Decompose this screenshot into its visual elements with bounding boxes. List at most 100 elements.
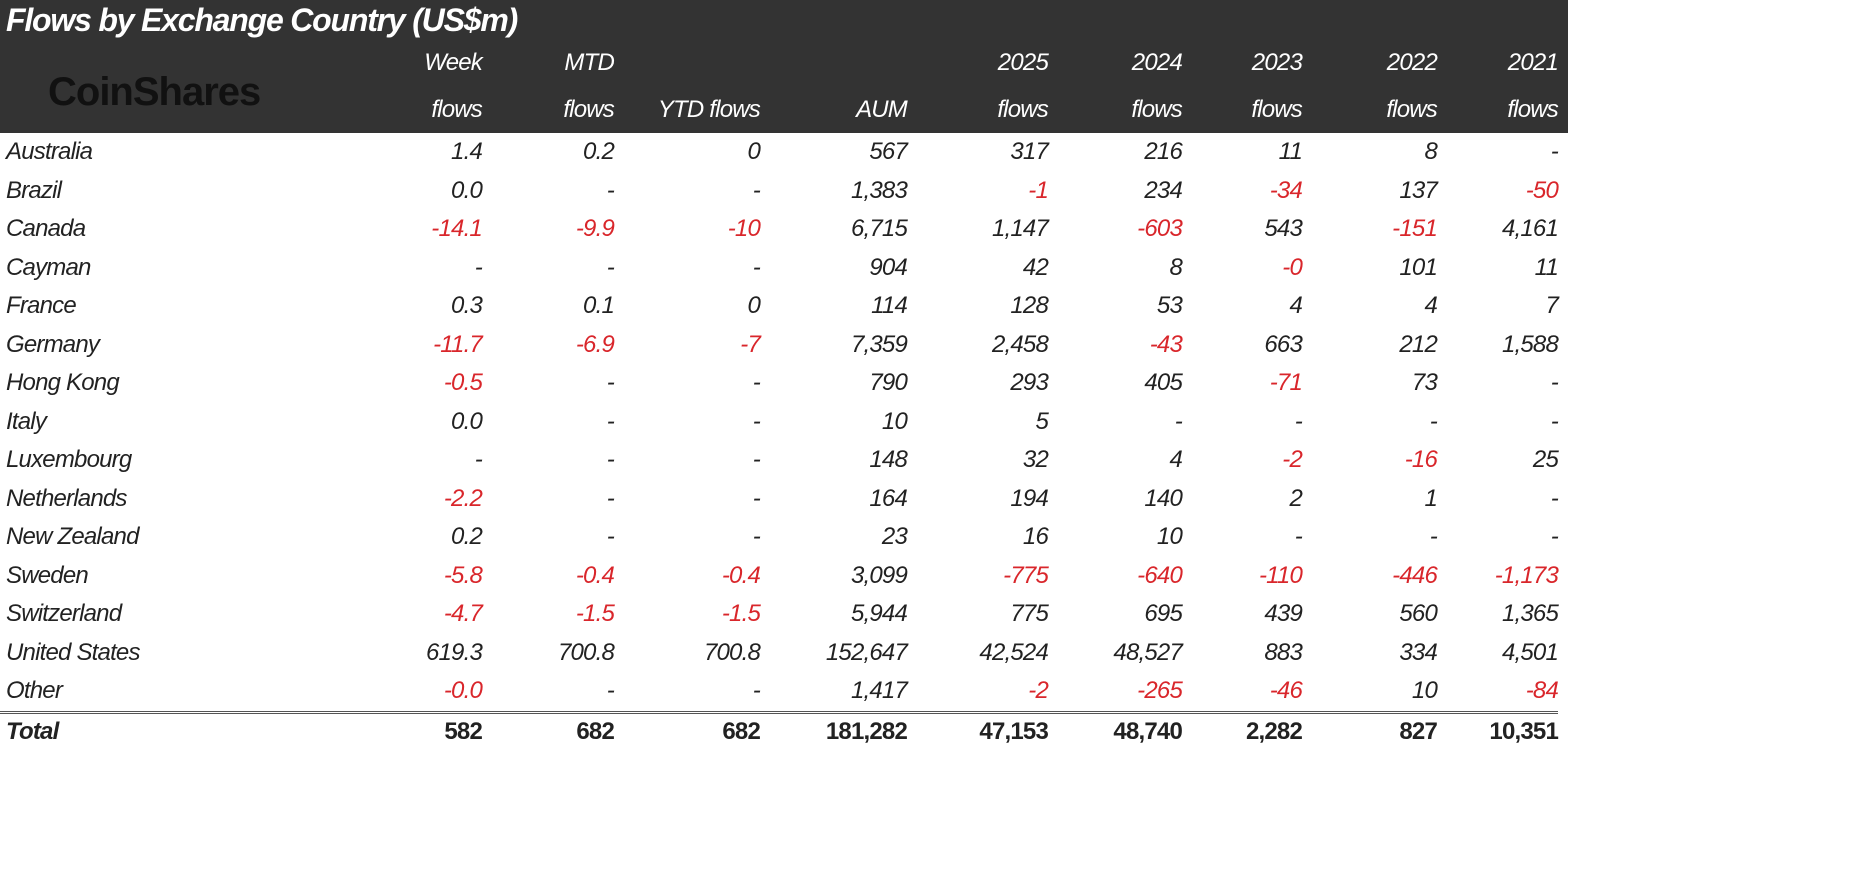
column-header-line2: flows (1507, 96, 1558, 123)
value-cell: 0.3 (451, 292, 483, 319)
value-cell: 6,715 (850, 215, 908, 242)
value-cell: 10,351 (1437, 710, 1559, 750)
value-cell: 216 (1144, 138, 1182, 165)
value-cell: - (1550, 484, 1559, 512)
column-header-line2: YTD flows (657, 96, 761, 123)
column-header-line1 (614, 40, 760, 86)
title-bar: Flows by Exchange Country (US$m) (0, 0, 1568, 40)
country-cell: Cayman (6, 253, 91, 281)
value-cell: -1 (1028, 176, 1049, 204)
value-cell: 234 (1144, 176, 1182, 204)
value-cell: -0.0 (443, 677, 483, 704)
value-cell: -4.7 (443, 600, 483, 627)
value-cell: 23 (881, 523, 908, 550)
value-cell: 560 (1399, 600, 1437, 627)
value-cell: 2,458 (991, 330, 1049, 358)
value-cell: - (752, 253, 761, 281)
table-row: Switzerland -4.7 -1.5 -1.5 5,944 775 695 439 560… (0, 595, 1559, 634)
value-cell: 73 (1411, 369, 1438, 396)
table-row: Cayman - - - 904 42 8 -0 101 11 (0, 249, 1559, 288)
value-cell: - (606, 446, 615, 473)
value-cell: -16 (1404, 446, 1438, 473)
column-header-line1: 2024 (1131, 49, 1183, 76)
country-cell: Canada (6, 215, 86, 242)
value-cell: 0 (747, 138, 760, 165)
value-cell: - (606, 369, 615, 396)
value-cell: 1,365 (1501, 600, 1559, 627)
table-body: Australia 1.4 0.2 0 567 317 216 11 8- Brazil 0.0- -… (0, 133, 1559, 750)
value-cell: 883 (1264, 638, 1302, 666)
header-band (0, 40, 1568, 133)
table-row: Sweden -5.8 -0.4 -0.4 3,099 -775 -640 -110 -446 -… (0, 557, 1559, 596)
value-cell: 128 (1010, 292, 1048, 319)
flows-table-figure: Flows by Exchange Country (US$m) CoinSha… (0, 0, 1568, 750)
value-cell: 164 (869, 484, 907, 512)
country-cell: Germany (6, 330, 100, 358)
column-header-line1: 2022 (1386, 49, 1438, 76)
value-cell: 1,417 (850, 677, 908, 704)
country-cell: Italy (6, 407, 47, 435)
value-cell: - (752, 484, 761, 512)
value-cell: - (752, 176, 761, 204)
value-cell: 4,501 (1501, 638, 1559, 666)
table-row: Luxembourg - - - 148 32 4 -2 -16 25 (0, 441, 1559, 480)
value-cell: 317 (1010, 138, 1048, 165)
value-cell: 47,153 (907, 710, 1049, 750)
value-cell: 2,282 (1182, 710, 1303, 750)
column-header-line1 (760, 40, 907, 86)
value-cell: -84 (1525, 677, 1559, 704)
value-cell: -11.7 (433, 330, 483, 358)
value-cell: 0.0 (451, 176, 483, 204)
value-cell: -50 (1525, 176, 1559, 204)
value-cell: - (1294, 407, 1303, 435)
value-cell: -151 (1392, 215, 1438, 242)
value-cell: 543 (1264, 215, 1302, 242)
coinshares-logo: CoinShares (48, 70, 261, 114)
column-header-line2 (0, 86, 400, 133)
value-cell: 0.0 (451, 407, 483, 435)
column-header-line2: flows (997, 96, 1048, 123)
table-row: Hong Kong -0.5 - - 790 293 405 -71 73 - (0, 364, 1559, 403)
table-row: New Zealand 0.2 - - 23 16 10 - - - (0, 518, 1559, 557)
value-cell: -0.4 (575, 561, 615, 589)
value-cell: 7,359 (850, 330, 908, 358)
value-cell: - (606, 407, 615, 435)
value-cell: 567 (869, 138, 907, 165)
table-row: Netherlands -2.2 - - 164 194 140 2 1 - (0, 480, 1559, 519)
table-row: Other -0.0 - - 1,417 -2 -265 -46 10 -84 (0, 672, 1559, 712)
value-cell: 663 (1264, 330, 1302, 358)
value-cell: 194 (1010, 484, 1048, 512)
value-cell: 42 (1022, 253, 1049, 281)
value-cell: -71 (1269, 369, 1303, 396)
country-cell: France (6, 292, 77, 319)
table-row: Australia 1.4 0.2 0 567 317 216 11 8 - (0, 133, 1559, 172)
header-row-2: flows flows YTD flows AUM flows flows flows flo… (0, 86, 1558, 133)
value-cell: 682 (482, 710, 615, 750)
value-cell: 4 (1424, 292, 1437, 319)
total-row: Total 582 682 682 181,282 47,153 48,740 2,282 82… (0, 710, 1559, 750)
country-cell: Switzerland (6, 600, 122, 627)
country-cell: Sweden (6, 561, 89, 589)
country-cell: Netherlands (6, 484, 127, 512)
table-title: Flows by Exchange Country (US$m) (6, 2, 518, 38)
value-cell: -640 (1137, 561, 1183, 589)
value-cell: - (752, 446, 761, 473)
value-cell: -265 (1137, 677, 1183, 704)
value-cell: -1,173 (1494, 561, 1559, 589)
value-cell: 0.2 (451, 523, 483, 550)
value-cell: - (1174, 407, 1183, 435)
value-cell: - (474, 446, 483, 473)
value-cell: - (752, 407, 761, 435)
value-cell: - (1550, 523, 1559, 550)
value-cell: 11 (1278, 138, 1303, 165)
value-cell: -0 (1282, 253, 1303, 281)
country-cell: New Zealand (6, 523, 139, 550)
value-cell: 2 (1289, 484, 1302, 512)
column-header-line2: flows (1131, 96, 1182, 123)
value-cell: 904 (869, 253, 907, 281)
country-cell: Other (6, 677, 63, 704)
column-header-line1: 2023 (1251, 49, 1303, 76)
column-header-line2: AUM (856, 96, 908, 123)
table-row: United States 619.3 700.8 700.8 152,647 42,52… (0, 634, 1559, 673)
column-header-line2: flows (1386, 96, 1437, 123)
